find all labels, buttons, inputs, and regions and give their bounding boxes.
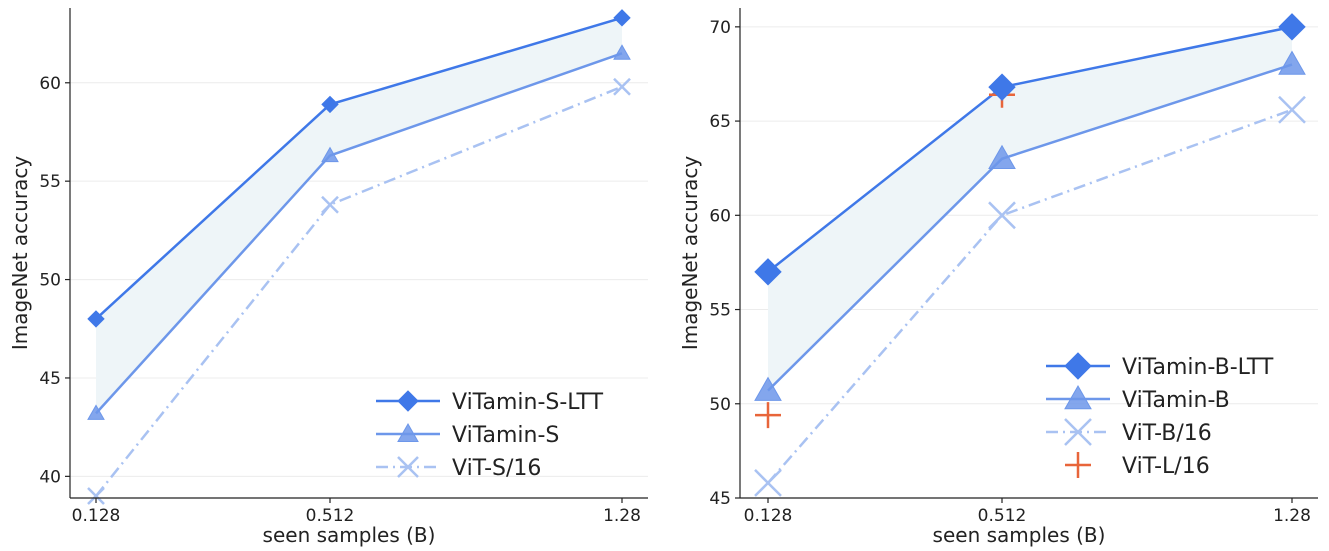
- data-point-vit-l-16: [755, 402, 781, 429]
- y-tick-label: 55: [39, 172, 61, 192]
- data-point-vitamin-b-ltt: [1278, 13, 1306, 41]
- legend-marker-vit-l-16: [1065, 452, 1091, 478]
- y-tick-label: 45: [709, 489, 731, 509]
- shaded-band: [768, 26, 1292, 391]
- y-tick-label: 60: [39, 74, 61, 94]
- data-point-vitamin-s-ltt: [87, 310, 105, 328]
- data-point-vit-s-16: [87, 487, 105, 505]
- x-tick-label: 0.512: [306, 506, 355, 526]
- data-point-vitamin-s-ltt: [613, 9, 631, 27]
- x-axis-label: seen samples (B): [263, 523, 436, 547]
- x-tick-label: 0.512: [978, 506, 1027, 526]
- data-point-vitamin-s: [613, 44, 631, 60]
- data-point-vitamin-s-ltt: [321, 95, 339, 114]
- legend-label-vitamin-b-ltt: ViTamin-B-LTT: [1122, 355, 1274, 380]
- y-tick-label: 70: [709, 18, 731, 38]
- y-axis-label: ImageNet accuracy: [678, 156, 702, 351]
- data-point-vitamin-b: [754, 376, 782, 401]
- series-line-vit-s-16: [95, 85, 623, 497]
- data-point-vit-s-16: [613, 77, 631, 96]
- legend-marker-vitamin-b: [1064, 384, 1092, 410]
- y-tick-label: 50: [39, 271, 61, 291]
- y-axis-label: ImageNet accuracy: [8, 156, 32, 351]
- data-point-vit-s-16: [321, 195, 339, 214]
- y-tick-label: 55: [709, 301, 731, 321]
- data-point-vit-b-16: [754, 469, 782, 497]
- legend-label-vitamin-s-ltt: ViTamin-S-LTT: [452, 390, 604, 415]
- data-point-vitamin-b: [1278, 50, 1306, 75]
- x-tick-label: 1.28: [603, 506, 641, 526]
- legend: ViTamin-B-LTT ViTamin-B ViT-B/16 ViT-L/16: [1046, 352, 1274, 479]
- data-point-vitamin-b: [988, 144, 1016, 170]
- legend-marker-vitamin-s: [397, 422, 419, 442]
- x-tick-label: 0.128: [744, 506, 793, 526]
- data-point-vitamin-s: [87, 404, 105, 420]
- y-tick-label: 50: [709, 395, 731, 415]
- shaded-band: [96, 17, 622, 414]
- y-tick-label: 40: [39, 467, 61, 487]
- chart-2: 45 50 55 60 65 70 0.128 0.512 1.28 seen samples (…: [678, 8, 1318, 547]
- x-tick-label: 1.28: [1273, 506, 1311, 526]
- data-point-vitamin-b-ltt: [754, 258, 782, 286]
- y-tick-label: 65: [709, 112, 731, 132]
- data-point-vit-b-16: [1278, 95, 1306, 124]
- chart-1: 40 45 50 55 60 0.128 0.512 1.28 seen samples (B)…: [8, 8, 648, 547]
- x-tick-label: 0.128: [72, 506, 121, 526]
- legend-label-vit-b-16: ViT-B/16: [1122, 421, 1212, 446]
- legend-label-vitamin-b: ViTamin-B: [1122, 388, 1230, 413]
- y-tick-label: 60: [709, 206, 731, 226]
- legend-marker-vit-b-16: [1064, 418, 1092, 446]
- data-point-vit-b-16: [988, 201, 1016, 230]
- legend-marker-vitamin-b-ltt: [1064, 352, 1092, 380]
- x-axis-label: seen samples (B): [933, 523, 1106, 547]
- data-point-vitamin-s: [321, 146, 339, 163]
- legend-label-vitamin-s: ViTamin-S: [452, 423, 559, 448]
- legend-marker-vitamin-s-ltt: [397, 390, 419, 412]
- legend-label-vit-l-16: ViT-L/16: [1122, 454, 1210, 479]
- data-point-vitamin-b-ltt: [988, 73, 1016, 101]
- y-tick-label: 45: [39, 369, 61, 389]
- legend: ViTamin-S-LTT ViTamin-S ViT-S/16: [376, 390, 604, 481]
- series-line-vit-b-16: [767, 108, 1293, 484]
- legend-label-vit-s-16: ViT-S/16: [452, 456, 541, 481]
- legend-marker-vit-s-16: [397, 456, 419, 478]
